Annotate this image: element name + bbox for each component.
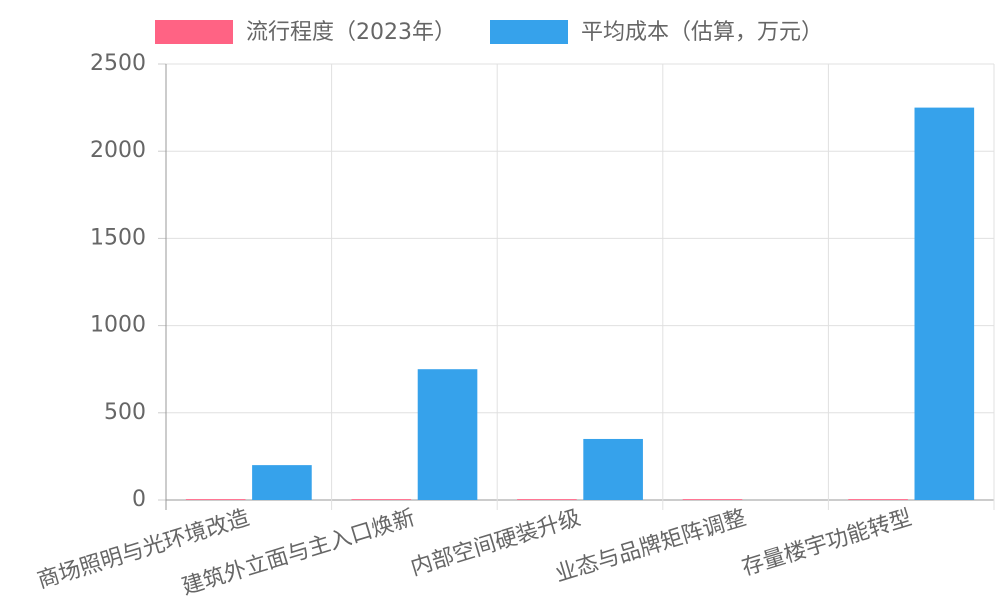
y-tick-label: 2500	[90, 51, 146, 76]
x-tick-label: 业态与品牌矩阵调整	[552, 506, 749, 588]
y-tick-label: 500	[104, 400, 146, 425]
legend-swatch	[155, 20, 233, 44]
legend-swatch	[490, 20, 568, 44]
bar	[583, 438, 643, 500]
legend-label: 流行程度（2023年）	[246, 20, 456, 45]
legend-label: 平均成本（估算，万元）	[581, 20, 823, 45]
y-tick-label: 1500	[90, 225, 146, 250]
y-tick-label: 1000	[90, 313, 146, 338]
bar	[351, 499, 412, 500]
bar	[252, 465, 312, 500]
bar	[185, 499, 246, 500]
bar	[517, 499, 577, 500]
bar	[914, 107, 975, 500]
bar	[848, 499, 908, 500]
y-tick-label: 2000	[90, 138, 146, 163]
bar	[682, 499, 743, 500]
y-tick-label: 0	[132, 487, 146, 512]
bar	[417, 369, 478, 500]
x-tick-label: 存量楼宇功能转型	[739, 506, 915, 581]
